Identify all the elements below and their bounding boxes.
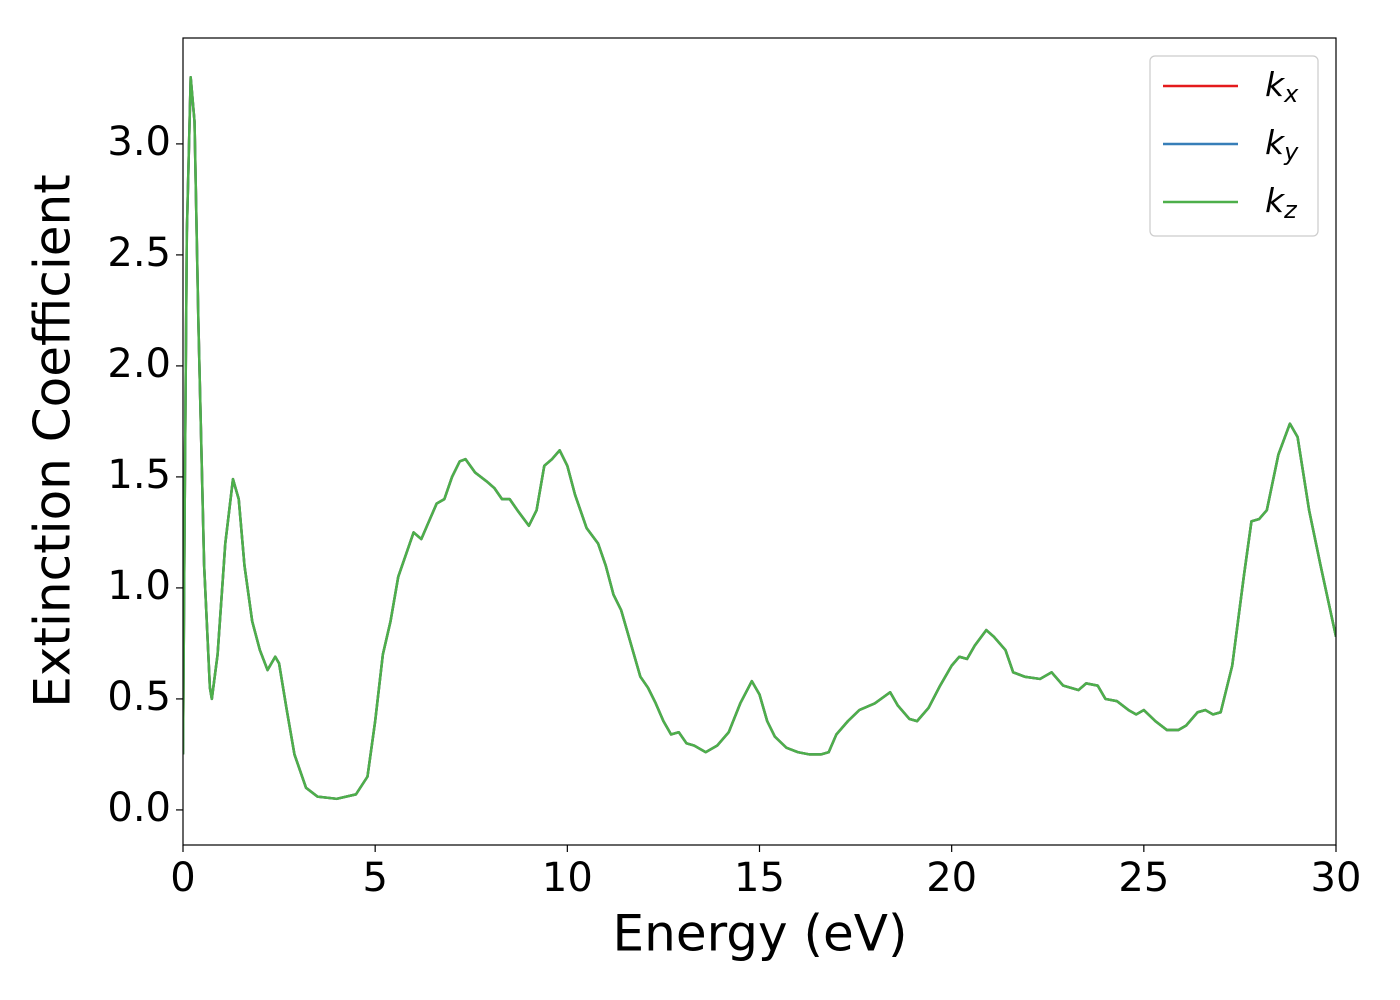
x-tick-label: 20 bbox=[926, 855, 977, 901]
y-axis-label: Extinction Coefficient bbox=[24, 174, 82, 708]
plot-frame bbox=[182, 37, 1337, 846]
data-line bbox=[183, 76, 1336, 801]
x-tick-label: 25 bbox=[1118, 855, 1169, 901]
plot-lines bbox=[183, 76, 1336, 801]
x-tick-label: 30 bbox=[1311, 855, 1362, 901]
x-tick-label: 10 bbox=[542, 855, 593, 901]
y-tick-label: 1.5 bbox=[107, 452, 171, 498]
x-tick-label: 0 bbox=[170, 855, 195, 901]
y-tick-label: 2.5 bbox=[107, 230, 171, 276]
y-tick-label: 1.0 bbox=[107, 563, 171, 609]
y-tick-label: 0.0 bbox=[107, 785, 171, 831]
y-tick-label: 0.5 bbox=[107, 674, 171, 720]
y-tick-label: 2.0 bbox=[107, 341, 171, 387]
legend-label: kz bbox=[1265, 181, 1298, 225]
x-tick-label: 5 bbox=[362, 855, 387, 901]
x-axis-label: Energy (eV) bbox=[613, 905, 908, 963]
legend-box bbox=[1149, 55, 1319, 237]
x-tick-label: 15 bbox=[734, 855, 785, 901]
y-tick-label: 3.0 bbox=[107, 119, 171, 165]
legend-label: kx bbox=[1265, 65, 1299, 109]
legend-label: ky bbox=[1265, 123, 1299, 167]
